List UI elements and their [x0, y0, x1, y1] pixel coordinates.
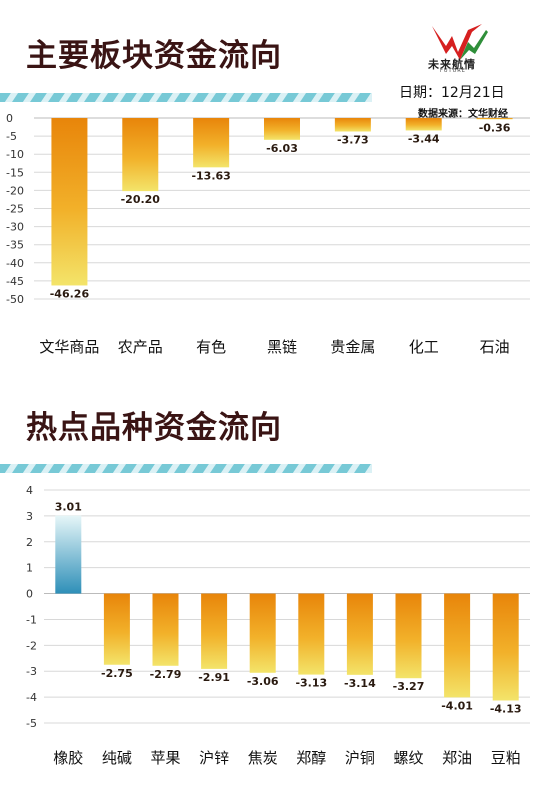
y-tick-label: -50	[6, 293, 24, 306]
data-label: -0.36	[479, 121, 511, 134]
category-label: 有色	[196, 338, 226, 356]
y-tick-label: -30	[6, 221, 24, 234]
chart1-title: 主要板块资金流向	[26, 38, 282, 74]
bar	[476, 118, 513, 120]
y-tick-label: 0	[6, 112, 13, 125]
data-source-label: 数据来源：文华财经	[418, 109, 508, 120]
y-tick-label: -15	[6, 166, 24, 179]
bar	[334, 118, 371, 132]
data-label: -2.79	[150, 668, 182, 681]
y-tick-label: -1	[26, 613, 37, 626]
category-label: 文华商品	[39, 338, 99, 356]
category-label: 郑醇	[296, 749, 326, 767]
logo-subtext: FUTURE	[440, 68, 466, 74]
bar	[249, 593, 276, 673]
data-label: -2.91	[198, 671, 230, 684]
bar	[193, 118, 230, 168]
date-label: 日期：12月21日	[399, 85, 505, 101]
y-tick-label: -3	[26, 665, 37, 678]
data-label: 3.01	[55, 501, 82, 514]
bar	[152, 593, 179, 666]
bar	[51, 118, 88, 286]
bar	[346, 593, 373, 675]
category-label: 纯碱	[102, 749, 132, 767]
y-tick-label: -35	[6, 239, 24, 252]
category-label: 黑链	[267, 338, 297, 356]
data-label: -3.73	[337, 134, 369, 147]
logo-icon	[432, 24, 488, 60]
bar	[103, 593, 130, 665]
category-label: 焦炭	[248, 749, 278, 767]
bar	[264, 118, 300, 140]
chart2-title: 热点品种资金流向	[26, 410, 282, 446]
data-label: -3.06	[247, 675, 279, 688]
category-label: 贵金属	[330, 338, 375, 356]
bar	[122, 118, 159, 192]
data-label: -46.26	[50, 287, 90, 300]
category-label: 沪锌	[199, 749, 229, 767]
y-tick-label: -4	[26, 691, 37, 704]
bar	[55, 515, 82, 594]
y-tick-label: -20	[6, 184, 24, 197]
data-label: -3.13	[295, 677, 327, 690]
y-tick-label: 2	[26, 536, 33, 549]
category-label: 沪铜	[345, 749, 375, 767]
data-label: -3.27	[393, 680, 425, 693]
title-stripe	[0, 464, 372, 473]
bar	[201, 593, 228, 669]
title-stripe	[0, 93, 372, 102]
y-tick-label: -45	[6, 275, 24, 288]
logo-text: 未来航情	[428, 58, 476, 71]
data-label: -3.14	[344, 677, 376, 690]
y-tick-label: 4	[26, 484, 33, 497]
category-label: 螺纹	[393, 749, 423, 767]
category-label: 化工	[409, 338, 439, 356]
y-tick-label: -2	[26, 639, 37, 652]
y-tick-label: -40	[6, 257, 24, 270]
y-tick-label: -25	[6, 203, 24, 216]
data-label: -6.03	[266, 142, 298, 155]
y-tick-label: 3	[26, 510, 33, 523]
category-label: 橡胶	[53, 749, 83, 767]
category-label: 豆粕	[491, 749, 521, 767]
bar	[492, 593, 519, 701]
bar	[395, 593, 422, 679]
category-label: 石油	[480, 338, 510, 356]
sector-fund-flow-chart: 0 -5 -10 -15 -20 -25 -30 -35 -40 -45 -50 -46.26 文华商品…	[6, 112, 530, 356]
data-label: -20.20	[121, 193, 161, 206]
bar	[444, 593, 471, 698]
data-label: -3.44	[408, 132, 440, 145]
y-tick-label: -5	[6, 130, 17, 143]
data-label: -4.01	[441, 699, 473, 712]
y-tick-label: 1	[26, 562, 33, 575]
y-tick-label: -5	[26, 717, 37, 730]
data-label: -13.63	[191, 169, 230, 182]
data-label: -4.13	[490, 702, 522, 715]
bar	[298, 593, 325, 675]
bar	[405, 118, 442, 131]
data-label: -2.75	[101, 667, 133, 680]
y-tick-label: 0	[26, 588, 33, 601]
category-label: 农产品	[118, 338, 163, 356]
y-tick-label: -10	[6, 148, 24, 161]
category-label: 苹果	[150, 749, 180, 767]
category-label: 郑油	[442, 749, 472, 767]
